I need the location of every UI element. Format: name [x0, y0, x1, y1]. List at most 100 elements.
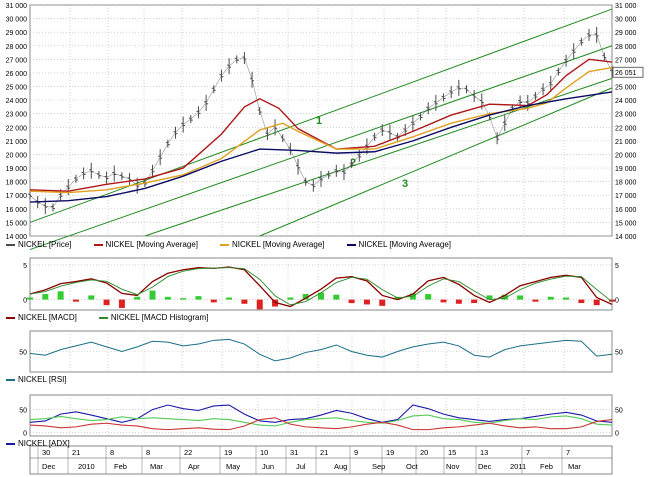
x-month-label: Apr: [188, 462, 200, 471]
x-month-label: 2010: [78, 462, 95, 471]
macd-histogram-bar: [501, 294, 508, 300]
legend-label: NICKEL [RSI]: [18, 375, 67, 384]
rsi-line: [29, 338, 613, 362]
x-day-label: 8: [146, 448, 150, 457]
last-price-box: [612, 66, 644, 78]
macd-histogram-bar: [118, 299, 125, 308]
x-day-label: 21: [72, 448, 80, 457]
legend-swatch-icon: [93, 243, 103, 246]
macd-histogram-bar: [72, 299, 79, 302]
x-month-label: Feb: [114, 462, 127, 471]
y-tick-label-right: 50: [615, 350, 623, 357]
ma-navy-line: [29, 91, 613, 203]
macd-histogram-bar: [318, 292, 324, 300]
y-tick-label-left: 50: [19, 408, 27, 415]
macd-histogram-bar: [241, 299, 248, 304]
macd-histogram-bar: [180, 298, 187, 300]
macd-histogram-bar: [563, 297, 570, 300]
macd-histogram-bar: [547, 296, 554, 300]
y-tick-label-left: 15 000: [6, 220, 28, 227]
macd-histogram-bar: [88, 295, 95, 300]
macd-histogram-bar: [103, 299, 110, 306]
y-tick-label-left: 24 000: [6, 98, 28, 105]
macd-histogram-bar: [455, 299, 462, 304]
minus-di-line: [29, 417, 613, 431]
y-tick-label-left: 22 000: [6, 125, 28, 132]
y-tick-label-left: 21 000: [6, 139, 28, 146]
legend-swatch-icon: [346, 243, 356, 246]
y-tick-label-right: 18 000: [615, 180, 637, 187]
macd-histogram-bar: [27, 297, 33, 300]
macd-histogram-bar: [149, 290, 156, 300]
legend-label: NICKEL [Price]: [18, 240, 72, 249]
y-tick-label-left: 30 000: [6, 17, 28, 24]
channel-label-3: 3: [402, 178, 408, 190]
x-day-label: 7: [566, 448, 570, 457]
y-tick-label-left: 14 000: [6, 234, 28, 241]
y-tick-label-right: 16 000: [615, 207, 637, 214]
y-tick-label-left: 5: [23, 263, 27, 270]
legend-macd-histogram: NICKEL [MACD Histogram]: [98, 313, 209, 322]
y-tick-label-right: 50: [615, 408, 623, 415]
x-month-label: Jul: [296, 462, 306, 471]
panel-frame: [29, 257, 613, 311]
x-axis: 30 21 8 8 22 19 10 31 21 9 19 20 15 13 7 7 Dec 2010 Feb Mar…: [29, 445, 613, 475]
macd-histogram-bar: [226, 297, 233, 300]
legend-label: NICKEL [Moving Average]: [358, 240, 452, 249]
y-tick-label-right: 14 000: [615, 234, 637, 241]
x-month-label: Oct: [406, 462, 419, 471]
y-tick-label-right: 20 000: [615, 152, 637, 159]
x-axis-frame: [29, 445, 613, 475]
macd-histogram-bar: [440, 299, 447, 303]
y-tick-label-right: 28 000: [615, 44, 637, 51]
x-day-label: 13: [480, 448, 488, 457]
x-month-label: Dec: [478, 462, 492, 471]
macd-histogram-bar: [425, 294, 432, 300]
last-price-label: 26 051: [615, 70, 637, 77]
legend-adx: NICKEL [ADX]: [6, 439, 70, 448]
x-month-label: Jun: [262, 462, 274, 471]
y-tick-label-left: 0: [23, 298, 27, 305]
legend-ma-orange: NICKEL [Moving Average]: [220, 240, 325, 249]
x-day-label: 7: [526, 448, 530, 457]
y-tick-label-right: 29 000: [615, 30, 637, 37]
x-month-label: Mar: [150, 462, 163, 471]
y-tick-label-left: 16 000: [6, 207, 28, 214]
y-tick-label-left: 29 000: [6, 30, 28, 37]
legend-label: NICKEL [MACD Histogram]: [110, 313, 209, 322]
macd-histogram-bar: [348, 299, 355, 304]
x-day-label: 19: [224, 448, 232, 457]
macd-histogram-bar: [379, 299, 386, 306]
legend-label: NICKEL [ADX]: [18, 439, 70, 448]
x-day-label: 31: [290, 448, 298, 457]
y-tick-label-right: 21 000: [615, 139, 637, 146]
x-day-label: 9: [354, 448, 358, 457]
legend-label: NICKEL [MACD]: [18, 313, 77, 322]
macd-histogram-bar: [256, 299, 263, 310]
y-tick-label-right: 23 000: [615, 112, 637, 119]
channel-line-3: [259, 87, 613, 237]
y-tick-label-right: 31 000: [615, 3, 637, 10]
panel-macd: 0 0 5 5: [23, 257, 619, 311]
macd-histogram-bar: [486, 295, 493, 300]
legend-swatch-icon: [6, 442, 15, 445]
panel-frame: [29, 394, 613, 437]
macd-histogram-bar: [302, 294, 309, 300]
price-series-line: [29, 34, 613, 208]
y-tick-label-right: 19 000: [615, 166, 637, 173]
y-tick-label-left: 31 000: [6, 3, 28, 10]
y-tick-label-left: 27 000: [6, 57, 28, 64]
y-tick-label-right: 17 000: [615, 193, 637, 200]
legend-rsi: NICKEL [RSI]: [6, 375, 67, 384]
plus-di-line: [29, 414, 613, 427]
macd-histogram-bar: [578, 299, 585, 304]
y-tick-label-right: 27 000: [615, 57, 637, 64]
legend-swatch-icon: [98, 316, 108, 319]
x-day-label: 21: [320, 448, 328, 457]
y-tick-label-right: 22 000: [615, 125, 637, 132]
x-day-label: 20: [420, 448, 428, 457]
macd-histogram-bar: [517, 295, 524, 300]
rsi-legend: NICKEL [RSI]: [6, 375, 89, 384]
